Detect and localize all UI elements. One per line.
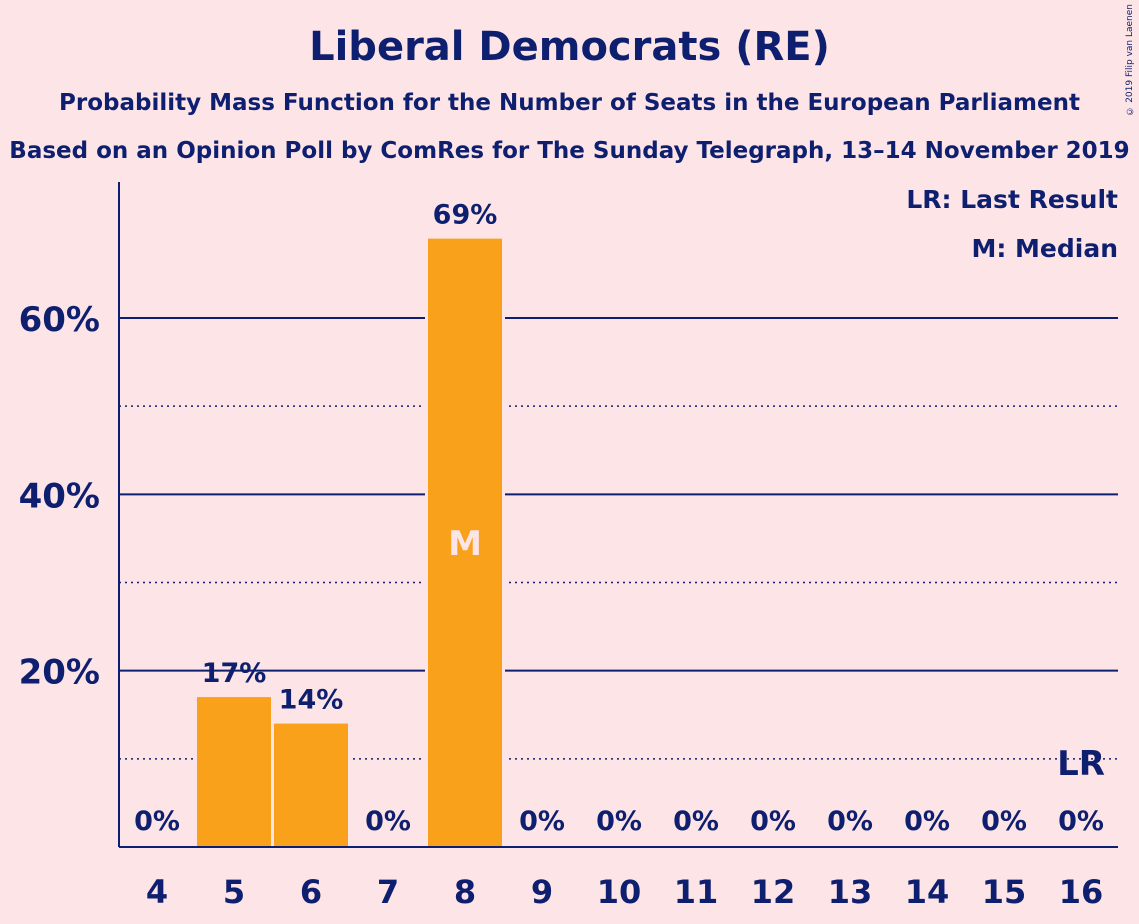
value-label: 0% bbox=[904, 806, 950, 837]
value-label: 0% bbox=[134, 806, 180, 837]
x-tick-label: 4 bbox=[146, 873, 168, 911]
bars bbox=[194, 235, 505, 847]
chart-source-subtitle: Based on an Opinion Poll by ComRes for T… bbox=[9, 138, 1130, 164]
x-tick-label: 12 bbox=[751, 873, 796, 911]
x-tick-label: 16 bbox=[1059, 873, 1104, 911]
value-labels: 0% 17% 14% 0% 69% M 0% 0% 0% 0% 0% 0% 0% 0% LR bbox=[134, 200, 1105, 837]
value-label: 0% bbox=[673, 806, 719, 837]
x-tick-label: 7 bbox=[377, 873, 399, 911]
value-label: 14% bbox=[279, 685, 344, 716]
chart-title: Liberal Democrats (RE) bbox=[309, 24, 830, 70]
x-tick-label: 13 bbox=[828, 873, 873, 911]
x-tick-label: 11 bbox=[674, 873, 719, 911]
value-label: 0% bbox=[1058, 806, 1104, 837]
last-result-marker: LR bbox=[1057, 744, 1105, 784]
x-tick-label: 9 bbox=[531, 873, 553, 911]
x-tick-label: 5 bbox=[223, 873, 245, 911]
value-label: 0% bbox=[981, 806, 1027, 837]
legend-last-result: LR: Last Result bbox=[906, 185, 1118, 214]
axes: 20% 40% 60% 4 5 6 7 8 9 10 11 12 13 14 15 16 bbox=[19, 182, 1118, 911]
value-label: 0% bbox=[519, 806, 565, 837]
bar bbox=[428, 238, 502, 847]
x-tick-label: 6 bbox=[300, 873, 322, 911]
value-label: 0% bbox=[750, 806, 796, 837]
legend-median: M: Median bbox=[971, 234, 1118, 263]
y-tick-label: 40% bbox=[19, 476, 100, 516]
x-tick-label: 14 bbox=[905, 873, 950, 911]
value-label: 69% bbox=[433, 200, 498, 231]
value-label: 0% bbox=[365, 806, 411, 837]
bar bbox=[197, 697, 271, 847]
value-label: 0% bbox=[827, 806, 873, 837]
bar bbox=[274, 723, 348, 847]
median-marker: M bbox=[448, 524, 482, 564]
y-tick-label: 60% bbox=[19, 300, 100, 340]
x-tick-label: 8 bbox=[454, 873, 476, 911]
chart-subtitle: Probability Mass Function for the Number… bbox=[59, 90, 1080, 116]
x-tick-label: 15 bbox=[982, 873, 1027, 911]
x-tick-label: 10 bbox=[597, 873, 642, 911]
value-label: 0% bbox=[596, 806, 642, 837]
gridlines bbox=[119, 317, 1118, 760]
y-tick-label: 20% bbox=[19, 653, 100, 693]
value-label: 17% bbox=[202, 658, 267, 689]
